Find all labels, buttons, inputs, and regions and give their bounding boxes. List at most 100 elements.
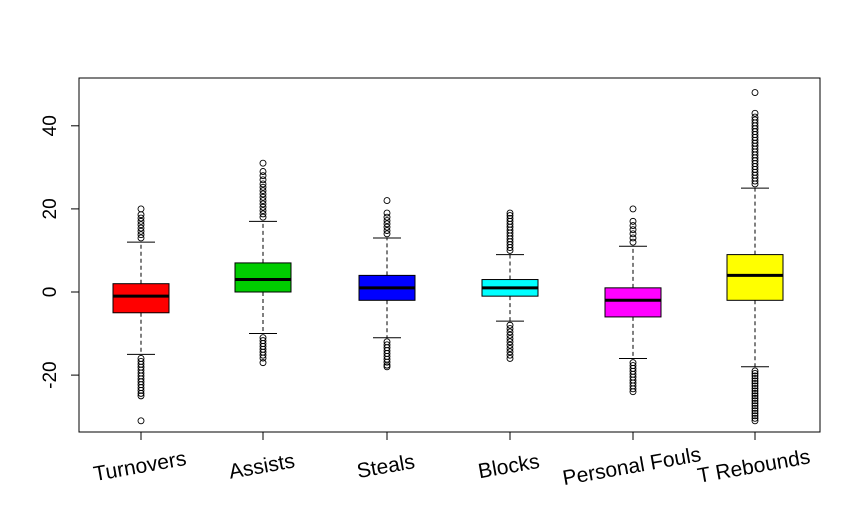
iqr-box	[112, 283, 170, 314]
x-tick-label: Personal Fouls	[561, 443, 703, 490]
outlier-point	[137, 217, 145, 225]
plot-frame	[78, 77, 821, 433]
outlier-point	[629, 226, 637, 234]
x-tick-label: T Rebounds	[696, 445, 812, 487]
outlier-point	[506, 215, 514, 222]
outlier-point	[629, 234, 637, 242]
x-tick-label: Assists	[227, 449, 296, 483]
iqr-box	[604, 287, 662, 318]
outlier-point	[751, 402, 759, 410]
outlier-point	[506, 351, 514, 359]
box-t-rebounds	[726, 89, 784, 425]
outlier-point	[383, 220, 391, 228]
outlier-point	[137, 227, 145, 235]
outlier-point	[751, 409, 759, 417]
outlier-point	[383, 230, 391, 238]
outlier-point	[506, 212, 514, 219]
outlier-point	[259, 183, 267, 191]
outlier-point	[751, 417, 759, 425]
iqr-box	[726, 254, 784, 301]
outlier-point	[259, 203, 267, 211]
outlier-point	[259, 200, 267, 208]
outlier-point	[751, 377, 759, 385]
outlier-point	[259, 213, 267, 221]
outlier-point	[751, 116, 759, 124]
outlier-point	[629, 230, 637, 238]
outlier-point	[259, 172, 267, 180]
y-tick-label: 0	[40, 287, 61, 298]
outlier-point	[383, 223, 391, 231]
outlier-point	[751, 382, 759, 390]
outlier-point	[751, 379, 759, 387]
outlier-point	[383, 227, 391, 234]
outlier-point	[506, 328, 514, 336]
outlier-point	[137, 387, 145, 394]
box-personal-fouls	[604, 205, 662, 396]
outlier-point	[137, 205, 145, 213]
y-tick-label: 20	[40, 198, 61, 219]
outlier-point	[751, 372, 759, 380]
box-blocks	[481, 209, 539, 362]
outlier-point	[137, 417, 145, 425]
outlier-point	[383, 363, 391, 371]
outlier-point	[383, 209, 391, 217]
outlier-point	[751, 367, 759, 375]
outlier-point	[751, 89, 759, 97]
outlier-point	[506, 355, 514, 362]
outlier-point	[259, 168, 267, 175]
outlier-point	[751, 369, 759, 377]
outlier-point	[259, 359, 267, 367]
outlier-point	[506, 331, 514, 339]
outlier-point	[751, 412, 759, 420]
outlier-point	[137, 214, 145, 222]
outlier-point	[751, 414, 759, 422]
outlier-point	[137, 389, 145, 397]
outlier-point	[629, 217, 637, 225]
outlier-point	[259, 190, 267, 198]
outlier-point	[259, 180, 267, 188]
outlier-point	[383, 217, 391, 224]
outlier-point	[259, 187, 267, 195]
outlier-point	[751, 389, 759, 397]
outlier-point	[751, 384, 759, 392]
outlier-point	[506, 338, 514, 346]
outlier-point	[506, 209, 514, 217]
outlier-point	[383, 358, 391, 366]
outlier-point	[751, 392, 759, 400]
outlier-point	[751, 109, 759, 117]
box-turnovers	[112, 205, 170, 425]
outlier-point	[506, 345, 514, 352]
outlier-point	[259, 354, 267, 362]
outlier-point	[506, 321, 514, 329]
outlier-point	[506, 325, 514, 333]
outlier-point	[751, 113, 759, 121]
outlier-point	[137, 392, 145, 400]
outlier-point	[137, 234, 145, 242]
outlier-point	[629, 205, 637, 213]
outlier-point	[751, 407, 759, 415]
outlier-point	[751, 387, 759, 395]
outlier-point	[137, 224, 145, 232]
outlier-point	[137, 231, 145, 239]
outlier-point	[751, 394, 759, 402]
outlier-point	[259, 207, 267, 215]
outlier-point	[629, 222, 637, 229]
x-tick-label: Turnovers	[92, 447, 188, 486]
x-tick-label: Blocks	[476, 450, 541, 483]
outlier-point	[259, 159, 267, 167]
outlier-point	[137, 221, 145, 229]
outlier-point	[259, 197, 267, 205]
outlier-point	[751, 399, 759, 407]
outlier-point	[259, 210, 267, 218]
outlier-point	[383, 197, 391, 205]
outlier-point	[259, 176, 267, 184]
outlier-point	[751, 404, 759, 412]
y-axis: -20 0 20 40	[40, 115, 79, 389]
boxes-layer	[112, 89, 784, 425]
outlier-point	[751, 397, 759, 405]
outlier-point	[629, 385, 637, 393]
y-tick-label: 40	[40, 115, 61, 136]
outlier-point	[259, 351, 267, 359]
outlier-point	[751, 374, 759, 382]
outlier-point	[506, 341, 514, 349]
